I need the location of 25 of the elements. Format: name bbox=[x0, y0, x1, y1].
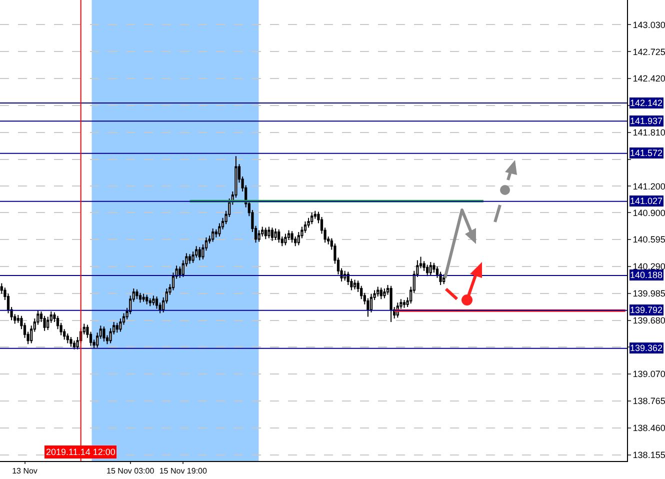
y-tick-label: 140.595 bbox=[632, 234, 665, 245]
y-tick-label: 139.985 bbox=[632, 288, 665, 299]
y-tick-label: 143.030 bbox=[632, 20, 665, 30]
y-tick-label: 141.810 bbox=[632, 127, 665, 138]
x-tick-label: 13 Nov bbox=[12, 466, 38, 476]
y-tick-label: 142.725 bbox=[632, 46, 665, 57]
ref-line-label: 139.362 bbox=[630, 343, 663, 353]
y-tick-label: 138.765 bbox=[632, 396, 665, 406]
y-tick-label: 138.460 bbox=[632, 423, 665, 434]
ref-line-label: 141.572 bbox=[630, 148, 663, 158]
ref-line-label: 141.027 bbox=[630, 196, 663, 206]
ref-line-label: 141.937 bbox=[630, 116, 663, 126]
ref-line-label: 140.188 bbox=[630, 270, 663, 280]
ref-line-label: 139.792 bbox=[630, 305, 663, 315]
y-tick-label: 138.155 bbox=[632, 450, 665, 460]
ref-line-label: 142.142 bbox=[630, 98, 663, 108]
y-tick-label: 141.200 bbox=[632, 181, 665, 192]
y-tick-label: 140.900 bbox=[632, 208, 665, 218]
x-tick-label: 15 Nov 03:00 bbox=[106, 466, 155, 476]
y-tick-label: 140.290 bbox=[632, 262, 665, 272]
x-tick-label: 15 Nov 19:00 bbox=[159, 466, 208, 476]
y-tick-label: 139.680 bbox=[632, 315, 665, 326]
y-tick-label: 139.070 bbox=[632, 369, 665, 380]
annotation: 2019.11.14 12:00 bbox=[46, 447, 116, 457]
y-tick-label: 142.420 bbox=[632, 74, 665, 84]
